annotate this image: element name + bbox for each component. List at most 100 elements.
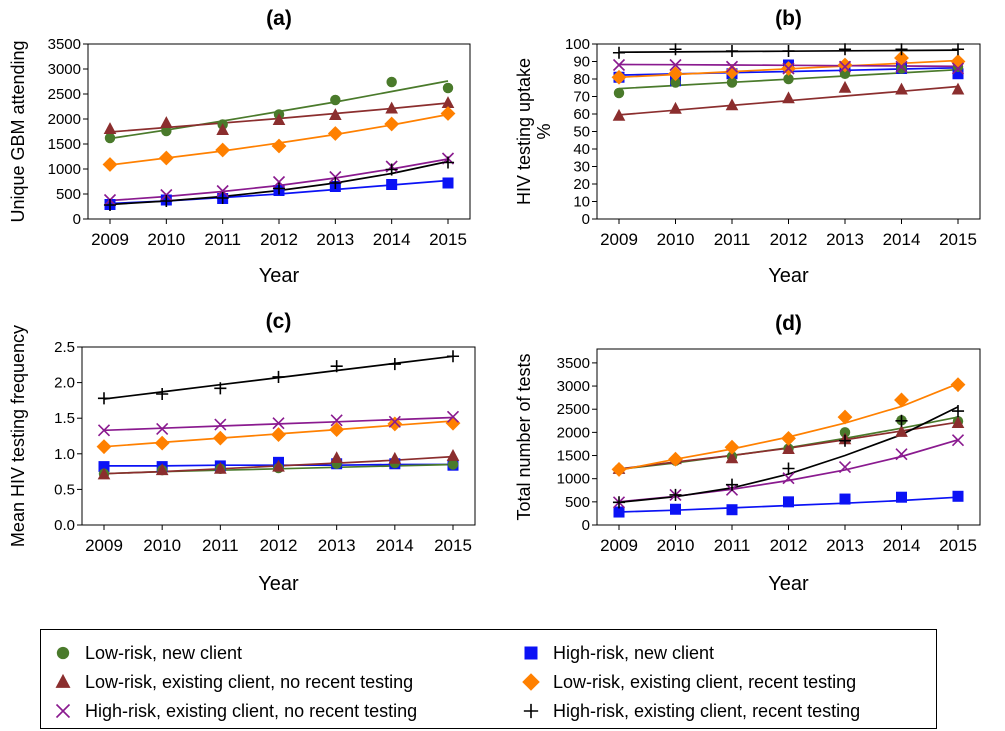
x-tick-label: 2015 xyxy=(939,536,977,555)
y-tick-label: 0 xyxy=(73,211,81,228)
data-point-lr_exist_recent xyxy=(668,451,683,467)
y-tick-label: 2000 xyxy=(48,111,81,128)
data-point-hr_exist_recent xyxy=(669,43,682,56)
data-point-lr_exist_recent xyxy=(724,64,740,80)
x-tick-label: 2015 xyxy=(429,230,467,249)
data-point-lr_exist_recent xyxy=(781,430,796,446)
data-point-hr_new xyxy=(670,503,681,515)
data-point-lr_new xyxy=(330,94,341,106)
data-point-lr_new xyxy=(896,63,907,74)
data-point-hr_new xyxy=(386,179,398,190)
x-tick-label: 2012 xyxy=(770,230,808,249)
data-point-hr_exist_norecent xyxy=(216,184,229,198)
data-point-hr_exist_recent xyxy=(446,350,460,363)
data-point-hr_exist_norecent xyxy=(951,62,965,75)
data-point-hr_exist_recent xyxy=(330,360,343,373)
y-tick-label: 0 xyxy=(582,211,590,228)
data-point-lr_exist_recent xyxy=(96,439,112,455)
data-point-hr_new xyxy=(98,461,110,473)
x-tick-label: 2012 xyxy=(770,536,808,555)
y-tick-label: 0 xyxy=(582,517,590,534)
data-point-lr_exist_recent xyxy=(894,50,909,66)
data-point-lr_exist_norecent xyxy=(214,461,227,474)
x-axis-title: Year xyxy=(258,573,299,595)
y-tick-label: 2.0 xyxy=(54,375,75,392)
y-tick-label: 0.5 xyxy=(54,481,75,498)
y-tick-label: 500 xyxy=(56,186,81,203)
y-axis-title: Mean HIV testing frequency xyxy=(8,325,28,547)
data-point-lr_exist_recent xyxy=(327,126,343,141)
data-point-lr_exist_norecent xyxy=(782,442,795,454)
data-point-lr_exist_norecent xyxy=(446,449,460,461)
data-point-lr_new xyxy=(783,73,794,85)
data-point-hr_exist_recent xyxy=(612,46,626,59)
y-axis-title: HIV testing uptake% xyxy=(514,58,554,205)
data-point-lr_new xyxy=(442,82,454,94)
y-tick-label: 70 xyxy=(573,89,590,106)
x-axis-title: Year xyxy=(259,265,300,287)
x-tick-label: 2013 xyxy=(826,536,864,555)
chart-panel-c: (c) 0.0 0.5 1.0 1.5 2.0 2.5 2009 2010 2011 2012 201… xyxy=(8,310,476,595)
data-point-hr_exist_norecent xyxy=(669,58,682,72)
data-point-lr_exist_norecent xyxy=(612,108,626,121)
data-point-lr_exist_norecent xyxy=(272,459,285,472)
legend-item-lr_exist_recent: Low-risk, existing client, recent testin… xyxy=(519,669,856,695)
data-point-hr_exist_recent xyxy=(951,43,965,56)
data-point-hr_exist_norecent xyxy=(446,410,460,423)
data-point-hr_new xyxy=(839,493,851,505)
y-tick-label: 100 xyxy=(565,36,590,53)
y-tick-label: 0.0 xyxy=(54,517,75,534)
data-point-hr_exist_recent xyxy=(612,496,626,509)
data-point-lr_exist_recent xyxy=(384,116,400,132)
data-point-hr_exist_recent xyxy=(725,44,739,58)
legend-symbol xyxy=(55,703,71,719)
legend-marker-x xyxy=(51,699,75,723)
data-point-hr_exist_recent xyxy=(214,382,227,395)
data-point-lr_new xyxy=(670,77,681,88)
y-tick-label: 1000 xyxy=(48,161,81,178)
data-point-hr_exist_recent xyxy=(895,43,908,56)
y-tick-label: 2500 xyxy=(48,86,81,103)
data-point-lr_new xyxy=(726,77,738,88)
data-point-hr_exist_norecent xyxy=(782,472,795,485)
legend: Low-risk, new client High-risk, new clien… xyxy=(40,629,937,729)
data-point-lr_exist_norecent xyxy=(441,96,455,108)
data-point-lr_exist_norecent xyxy=(155,463,169,476)
y-tick-label: 500 xyxy=(565,494,590,511)
data-point-hr_exist_recent xyxy=(838,434,852,447)
data-point-lr_exist_recent xyxy=(440,106,456,121)
x-tick-label: 2011 xyxy=(204,230,241,249)
data-point-hr_exist_norecent xyxy=(838,60,852,73)
data-point-lr_exist_norecent xyxy=(272,113,286,125)
data-point-hr_exist_norecent xyxy=(612,58,626,72)
data-point-lr_new xyxy=(161,125,172,137)
panel-title: (c) xyxy=(266,310,292,333)
data-point-hr_new xyxy=(726,504,738,516)
data-point-lr_exist_recent xyxy=(329,422,345,438)
data-point-hr_exist_norecent xyxy=(895,60,908,73)
data-point-lr_exist_recent xyxy=(271,427,286,443)
data-point-lr_exist_norecent xyxy=(216,123,229,135)
x-tick-label: 2013 xyxy=(826,230,864,249)
data-point-lr_exist_norecent xyxy=(725,98,739,111)
y-tick-label: 60 xyxy=(573,106,590,123)
y-tick-label: 3500 xyxy=(557,355,590,372)
y-axis-title: Unique GBM attending xyxy=(8,40,28,222)
data-point-lr_exist_recent xyxy=(387,416,403,432)
data-point-hr_exist_recent xyxy=(441,156,455,169)
chart-panel-d: (d) 0 500 1000 1500 2000 2500 3000 3500 2009 2010 2… xyxy=(514,312,981,595)
data-point-hr_new xyxy=(442,177,454,189)
data-point-lr_new xyxy=(447,459,459,470)
x-axis-title: Year xyxy=(768,573,809,595)
data-point-lr_exist_recent xyxy=(837,57,853,73)
legend-item-lr_exist_norecent: Low-risk, existing client, no recent tes… xyxy=(51,669,413,695)
legend-marker-diamond xyxy=(519,670,543,694)
data-point-hr_exist_recent xyxy=(103,198,117,212)
y-tick-label: 3000 xyxy=(48,61,81,78)
x-tick-label: 2014 xyxy=(883,230,921,249)
legend-item-hr_new: High-risk, new client xyxy=(519,640,714,666)
legend-symbol xyxy=(522,673,540,691)
data-point-hr_exist_recent xyxy=(160,194,173,208)
chart-panel-a: (a) 0 500 1000 1500 2000 2500 3000 3500 2009 2010 2… xyxy=(8,7,471,287)
data-point-lr_exist_norecent xyxy=(895,425,908,437)
